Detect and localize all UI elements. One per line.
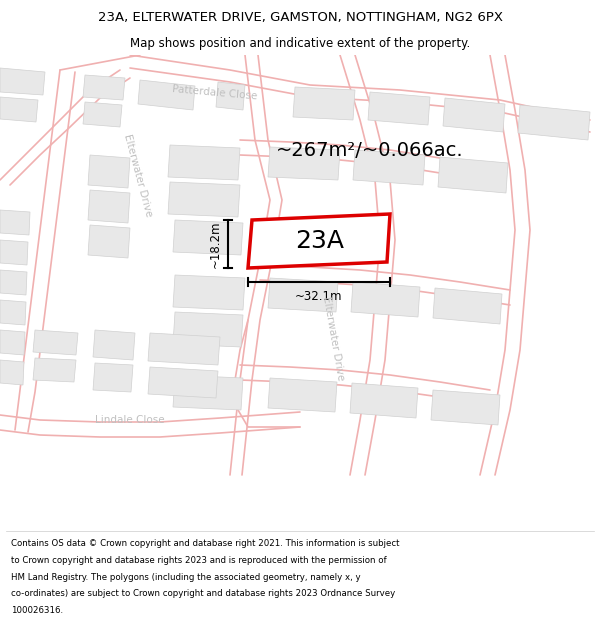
Polygon shape bbox=[351, 282, 420, 317]
Polygon shape bbox=[173, 375, 243, 410]
Polygon shape bbox=[148, 333, 220, 365]
Polygon shape bbox=[0, 240, 28, 265]
Polygon shape bbox=[438, 157, 508, 193]
Polygon shape bbox=[173, 312, 243, 347]
Polygon shape bbox=[0, 97, 38, 122]
Polygon shape bbox=[88, 190, 130, 223]
Polygon shape bbox=[433, 288, 502, 324]
Polygon shape bbox=[350, 383, 418, 418]
Text: 100026316.: 100026316. bbox=[11, 606, 63, 615]
Polygon shape bbox=[431, 390, 500, 425]
Polygon shape bbox=[0, 360, 24, 385]
Polygon shape bbox=[173, 220, 243, 255]
Polygon shape bbox=[168, 182, 240, 217]
Text: Map shows position and indicative extent of the property.: Map shows position and indicative extent… bbox=[130, 38, 470, 51]
Polygon shape bbox=[88, 225, 130, 258]
Polygon shape bbox=[0, 210, 30, 235]
Text: ~267m²/~0.066ac.: ~267m²/~0.066ac. bbox=[276, 141, 464, 159]
Polygon shape bbox=[368, 92, 430, 125]
Text: 23A: 23A bbox=[295, 229, 344, 253]
Polygon shape bbox=[443, 98, 505, 132]
Polygon shape bbox=[0, 270, 27, 295]
Polygon shape bbox=[268, 278, 338, 312]
Polygon shape bbox=[148, 367, 218, 398]
Polygon shape bbox=[93, 330, 135, 360]
Polygon shape bbox=[173, 275, 245, 310]
Text: co-ordinates) are subject to Crown copyright and database rights 2023 Ordnance S: co-ordinates) are subject to Crown copyr… bbox=[11, 589, 395, 598]
Polygon shape bbox=[0, 68, 45, 95]
Text: to Crown copyright and database rights 2023 and is reproduced with the permissio: to Crown copyright and database rights 2… bbox=[11, 556, 386, 565]
Polygon shape bbox=[83, 75, 125, 100]
Polygon shape bbox=[83, 102, 122, 127]
Text: ~32.1m: ~32.1m bbox=[295, 290, 343, 303]
Polygon shape bbox=[0, 330, 25, 355]
Polygon shape bbox=[168, 145, 240, 180]
Text: Patterdale Close: Patterdale Close bbox=[172, 84, 258, 102]
Text: ~18.2m: ~18.2m bbox=[209, 220, 222, 268]
Text: Elterwater Drive: Elterwater Drive bbox=[320, 295, 346, 381]
Polygon shape bbox=[268, 378, 337, 412]
Text: Lindale Close: Lindale Close bbox=[95, 415, 165, 425]
Polygon shape bbox=[518, 105, 590, 140]
Text: 23A, ELTERWATER DRIVE, GAMSTON, NOTTINGHAM, NG2 6PX: 23A, ELTERWATER DRIVE, GAMSTON, NOTTINGH… bbox=[97, 11, 503, 24]
Polygon shape bbox=[33, 330, 78, 355]
Polygon shape bbox=[93, 363, 133, 392]
Polygon shape bbox=[293, 87, 355, 120]
Polygon shape bbox=[353, 150, 425, 185]
Polygon shape bbox=[88, 155, 130, 188]
Text: Contains OS data © Crown copyright and database right 2021. This information is : Contains OS data © Crown copyright and d… bbox=[11, 539, 400, 549]
Polygon shape bbox=[216, 82, 245, 110]
Text: Elterwater Drive: Elterwater Drive bbox=[122, 132, 154, 218]
Polygon shape bbox=[248, 214, 390, 268]
Polygon shape bbox=[0, 300, 26, 325]
Text: HM Land Registry. The polygons (including the associated geometry, namely x, y: HM Land Registry. The polygons (includin… bbox=[11, 572, 361, 582]
Polygon shape bbox=[33, 358, 76, 382]
Polygon shape bbox=[138, 80, 195, 110]
Polygon shape bbox=[268, 147, 340, 180]
